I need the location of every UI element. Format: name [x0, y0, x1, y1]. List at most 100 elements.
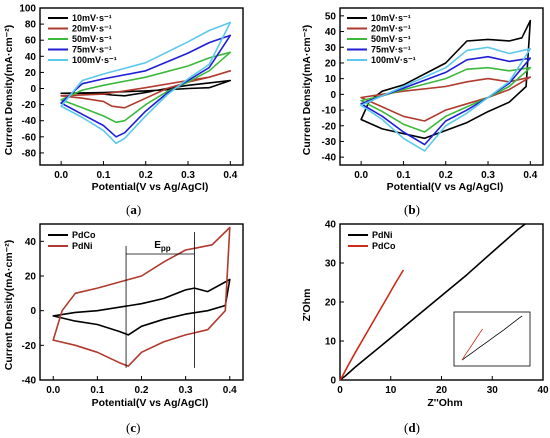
panel-c-series-line — [52, 278, 231, 336]
panel-b-x-axis-title: Potential(V vs Ag/AgCl) — [387, 181, 504, 193]
panel-b-chart: 0.0 0.1 0.2 0.3 0.4 -40 -30 -20 -10 0 10 20 30 40 50 Po… — [301, 7, 544, 217]
panel-b-y-tick-label: 30 — [325, 43, 337, 54]
panel-a-y-tick-label: -20 — [22, 100, 37, 111]
panel-b-series-line — [360, 19, 532, 140]
panel-a-x-tick-label: 0.2 — [139, 170, 153, 181]
panel-b-axes-frame — [339, 7, 544, 166]
panel-d-y-tick-label: 30 — [325, 259, 337, 270]
panel-d-legend-label: PdCo — [372, 241, 396, 251]
panel-a-label-part: ( — [126, 202, 130, 217]
panel-b-y-tick-label: -20 — [322, 121, 337, 132]
panel-a-legend-label: 20mV·s⁻¹ — [72, 24, 112, 34]
panel-d-label-part: ( — [404, 420, 408, 435]
panel-b-y-axis-title: Current Density(mA·cm⁻²) — [301, 25, 313, 155]
panel-c-x-tick-label: 0.1 — [90, 385, 104, 396]
panel-a-y-tick-label: 40 — [25, 52, 37, 63]
panel-b-x-tick-label: 0.4 — [523, 170, 537, 181]
panel-c-x-tick-label: 0.3 — [179, 385, 193, 396]
panel-b-legend-label: 20mV·s⁻¹ — [371, 24, 411, 34]
panel-a-legend-label: 100mV·s⁻¹ — [72, 55, 117, 65]
panel-d-series-line — [339, 269, 405, 381]
panel-d-y-tick-label: 0 — [330, 376, 336, 387]
panel-b-label-part: b — [408, 202, 415, 217]
panel-d-label-part: ) — [416, 420, 420, 435]
panel-b-x-tick-label: 0.2 — [439, 170, 453, 181]
panel-d-x-tick-label: 10 — [385, 385, 397, 396]
panel-d-inset-series — [461, 315, 523, 361]
panel-c-y-axis-title: Current Density(mA·cm⁻²) — [3, 240, 15, 370]
panel-b-y-tick-label: -30 — [322, 137, 337, 148]
panel-c-y-tick-label: 40 — [25, 237, 37, 248]
panel-d-y-tick-label: 40 — [325, 220, 337, 231]
panel-c-y-tick-label: 0 — [30, 306, 36, 317]
panel-c-epp-label: Epp — [154, 240, 171, 253]
panel-a-x-axis-title: Potential(V vs Ag/AgCl) — [92, 181, 209, 193]
panel-b-y-tick-label: 20 — [325, 58, 337, 69]
panel-d-legend-label: PdNi — [372, 230, 393, 240]
panel-b-legend-label: 50mV·s⁻¹ — [371, 34, 411, 44]
panel-b-series-line — [360, 55, 532, 146]
panel-d-x-tick-label: 20 — [436, 385, 448, 396]
panel-b-y-tick-label: 10 — [325, 74, 337, 85]
panel-c-plot: 0.0 0.1 0.2 0.3 0.4 -40 -20 0 20 40 Potential(V vs… — [3, 223, 244, 409]
panel-d-x-tick-label: 0 — [337, 385, 343, 396]
panel-c-label-part: c — [130, 420, 136, 435]
panel-a-y-tick-label: 20 — [25, 68, 37, 79]
panel-b-x-tick-label: 0.3 — [481, 170, 495, 181]
panel-a-y-tick-label: 100 — [19, 4, 36, 15]
panel-a-y-tick-label: -60 — [22, 132, 37, 143]
panel-a-series-line — [60, 21, 232, 145]
panel-a-x-tick-label: 0.0 — [54, 170, 68, 181]
panel-d-x-tick-label: 30 — [487, 385, 499, 396]
panel-c-y-tick-label: -20 — [22, 341, 37, 352]
panel-c-label: (c) — [126, 420, 140, 435]
panel-b-label-part: ) — [416, 202, 420, 217]
panel-b-label-part: ( — [404, 202, 408, 217]
panel-a-y-tick-label: 60 — [25, 36, 37, 47]
panel-a-y-tick-label: 0 — [30, 84, 36, 95]
panel-c-y-tick-label: 20 — [25, 272, 37, 283]
panel-d-label-part: d — [408, 420, 416, 435]
panel-a-legend-label: 50mV·s⁻¹ — [72, 34, 112, 44]
panel-b-y-tick-label: -10 — [322, 106, 337, 117]
panel-a-axes-frame — [39, 7, 244, 166]
panel-a-label-part: ) — [137, 202, 141, 217]
panel-c-x-axis-title: Potential(V vs Ag/AgCl) — [92, 397, 209, 409]
panel-d-y-tick-label: 20 — [325, 298, 337, 309]
panel-a-series-line — [60, 34, 232, 138]
panel-c-series-line — [52, 226, 231, 367]
panel-b-x-tick-label: 0.0 — [354, 170, 368, 181]
panel-d-x-tick-label: 40 — [537, 385, 549, 396]
panel-a-label: (a) — [126, 202, 141, 217]
panel-b-plot: 0.0 0.1 0.2 0.3 0.4 -40 -30 -20 -10 0 10 20 30 40 50 Po… — [301, 7, 544, 193]
panel-a-x-tick-label: 0.3 — [181, 170, 195, 181]
panel-d-y-tick-label: 10 — [325, 337, 337, 348]
panel-a-label-part: a — [130, 202, 137, 217]
panel-c-label-part: ( — [126, 420, 130, 435]
panel-a-y-axis-title: Current Density(mA·cm⁻²) — [3, 25, 15, 155]
panel-b-y-tick-label: 0 — [330, 90, 336, 101]
panel-c-y-tick-label: -40 — [22, 376, 37, 387]
panel-d-series-line — [339, 223, 526, 381]
panel-c-chart: 0.0 0.1 0.2 0.3 0.4 -40 -20 0 20 40 Potential(V vs… — [3, 223, 244, 435]
panel-a-x-tick-label: 0.1 — [96, 170, 110, 181]
panel-c-legend-label: PdCo — [72, 230, 96, 240]
panel-b-y-tick-label: -40 — [322, 153, 337, 164]
panel-a-legend-label: 75mV·s⁻¹ — [72, 45, 112, 55]
panel-b-legend-label: 10mV·s⁻¹ — [371, 13, 411, 23]
panel-a-plot: 0.0 0.1 0.2 0.3 0.4 -80 -60 -40 -20 0 20 40 60 80 100 P… — [3, 4, 244, 193]
panel-a-series-line — [60, 51, 232, 124]
panel-b-legend-label: 75mV·s⁻¹ — [371, 45, 411, 55]
panel-d-label: (d) — [404, 420, 420, 435]
panel-b-legend-label: 100mV·s⁻¹ — [371, 55, 416, 65]
panel-a-legend-label: 10mV·s⁻¹ — [72, 13, 112, 23]
panel-a-x-tick-label: 0.4 — [223, 170, 237, 181]
panel-d-x-axis-title: Z''Ohm — [427, 397, 462, 409]
panel-a-y-tick-label: -40 — [22, 116, 37, 127]
panel-c-x-tick-label: 0.4 — [223, 385, 237, 396]
panel-b-label: (b) — [404, 202, 420, 217]
panel-c-label-part: ) — [136, 420, 140, 435]
